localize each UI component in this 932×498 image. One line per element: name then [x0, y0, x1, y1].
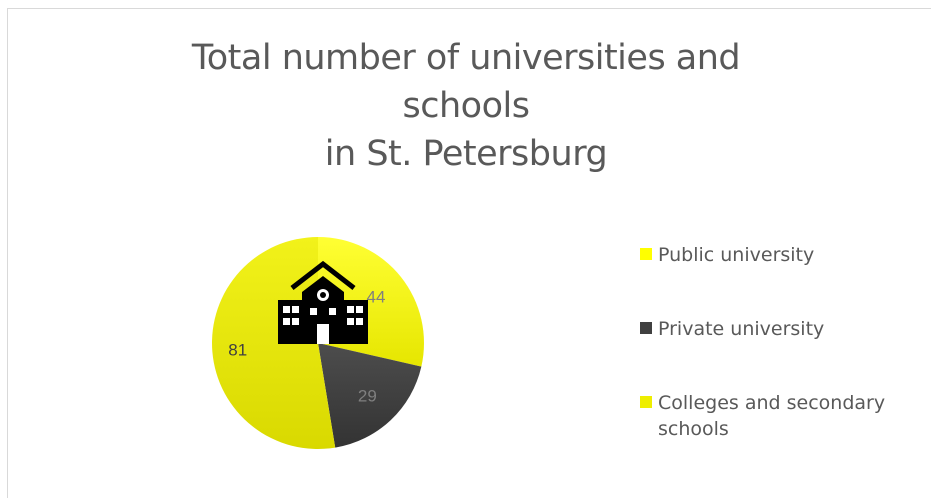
legend-swatch [640, 396, 652, 408]
title-line-2: schools [402, 86, 530, 126]
data-label: 81 [228, 341, 247, 360]
data-label: 29 [358, 387, 377, 406]
legend-label: Colleges and secondary schools [658, 392, 886, 440]
legend-item-public-university: Public university [640, 242, 814, 268]
legend-swatch [640, 248, 652, 260]
pie-slice-colleges-and-secondary-schools [211, 237, 336, 450]
data-label: 44 [367, 288, 386, 307]
legend-swatch [640, 322, 652, 334]
title-line-1: Total number of universities and [191, 38, 741, 78]
legend-label: Public university [658, 244, 815, 266]
legend-label: Private university [658, 318, 825, 340]
chart-frame [7, 8, 931, 498]
title-line-3: in St. Petersburg [324, 134, 608, 174]
legend-item-colleges: Colleges and secondary schools [640, 390, 910, 442]
pie-slice-private-university [318, 343, 422, 448]
legend-item-private-university: Private university [640, 316, 824, 342]
chart-title: Total number of universities and schools… [0, 34, 932, 178]
school-building-icon [278, 260, 368, 344]
